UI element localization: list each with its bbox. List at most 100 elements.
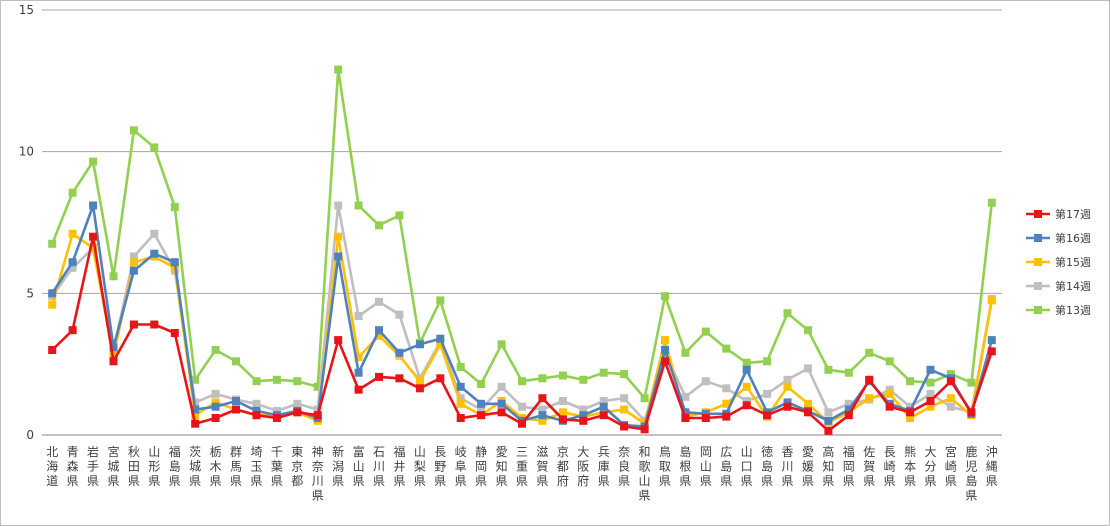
data-point (681, 348, 690, 357)
x-tick-label: 愛知県 (496, 445, 508, 488)
data-point (967, 408, 976, 417)
data-point (375, 326, 383, 335)
legend-label: 第16週 (1055, 231, 1091, 245)
data-point (252, 377, 261, 386)
legend-marker (1034, 234, 1042, 242)
data-point (967, 378, 976, 387)
data-point (661, 346, 669, 354)
data-point (946, 377, 955, 386)
data-point (477, 399, 486, 408)
legend-item: 第15週 (1026, 255, 1091, 269)
data-point (722, 399, 731, 408)
data-point (906, 408, 915, 417)
data-point (395, 348, 404, 357)
data-point (436, 334, 445, 343)
data-point (987, 336, 996, 345)
data-point (109, 357, 118, 366)
data-point (518, 377, 526, 386)
data-point (375, 372, 383, 381)
data-point (865, 375, 874, 384)
data-point (742, 365, 751, 374)
data-point (68, 263, 77, 272)
data-point (701, 414, 710, 422)
data-point (477, 405, 486, 414)
data-point (946, 402, 955, 411)
data-point (763, 389, 772, 398)
data-point (538, 411, 547, 420)
data-point (191, 405, 200, 414)
data-point (395, 211, 404, 220)
data-point (211, 414, 220, 422)
data-point (926, 365, 935, 374)
x-tick-label: 群馬県 (230, 445, 242, 488)
data-point (701, 327, 710, 336)
data-point (375, 221, 383, 230)
x-tick-label: 長崎県 (884, 445, 896, 488)
data-point (48, 346, 57, 354)
x-tick-label: 三重県 (516, 445, 528, 488)
data-point (926, 378, 935, 387)
data-point (599, 397, 608, 405)
data-point (804, 408, 812, 417)
data-point (252, 406, 261, 415)
data-point (89, 201, 98, 210)
data-point (987, 198, 996, 207)
data-point (293, 377, 302, 386)
data-point (844, 411, 853, 420)
data-point (783, 398, 792, 407)
y-tick-label: 10 (19, 145, 34, 159)
data-point (824, 408, 833, 417)
x-tick-label: 香川県 (782, 445, 794, 488)
x-tick-label: 石川県 (373, 445, 385, 488)
data-point (804, 364, 812, 373)
data-point (68, 326, 77, 335)
data-point (824, 365, 833, 374)
data-point (436, 374, 445, 383)
data-point (313, 382, 322, 391)
data-point (191, 411, 200, 420)
x-tick-label: 岐阜県 (455, 445, 467, 488)
data-point (558, 415, 567, 424)
data-point (763, 411, 772, 420)
x-tick-label: 大分県 (925, 445, 937, 488)
data-point (926, 397, 935, 405)
gridlines (42, 9, 1002, 436)
data-point (620, 394, 629, 403)
x-tick-label: 滋賀県 (536, 445, 548, 488)
series-第13週 (48, 65, 996, 403)
x-tick-label: 新潟県 (332, 444, 344, 488)
x-tick-label: 岡山県 (700, 445, 712, 488)
data-point (742, 397, 751, 405)
data-point (681, 408, 690, 417)
data-point (722, 384, 731, 393)
data-point (129, 266, 138, 275)
data-point (865, 348, 874, 357)
legend-label: 第15週 (1055, 255, 1091, 269)
data-point (252, 399, 261, 408)
data-point (701, 377, 710, 386)
data-point (456, 394, 465, 403)
data-point (334, 336, 343, 345)
data-point (579, 411, 588, 420)
data-point (375, 331, 383, 340)
data-point (334, 232, 343, 241)
data-point (334, 65, 343, 74)
x-tick-label: 宮崎県 (945, 444, 957, 488)
data-point (824, 426, 833, 435)
data-point (89, 157, 98, 166)
data-point (456, 382, 465, 391)
legend-label: 第13週 (1055, 303, 1091, 317)
data-point (620, 422, 629, 431)
data-point (620, 405, 629, 414)
data-point (661, 292, 669, 301)
x-tick-label: 北海道 (46, 445, 58, 488)
data-point (354, 201, 363, 210)
data-point (252, 411, 261, 420)
legend-marker (1034, 258, 1042, 266)
x-tick-label: 秋田県 (128, 445, 140, 488)
data-point (415, 384, 424, 393)
data-point (456, 414, 465, 422)
data-point (579, 405, 588, 414)
data-point (109, 343, 118, 352)
